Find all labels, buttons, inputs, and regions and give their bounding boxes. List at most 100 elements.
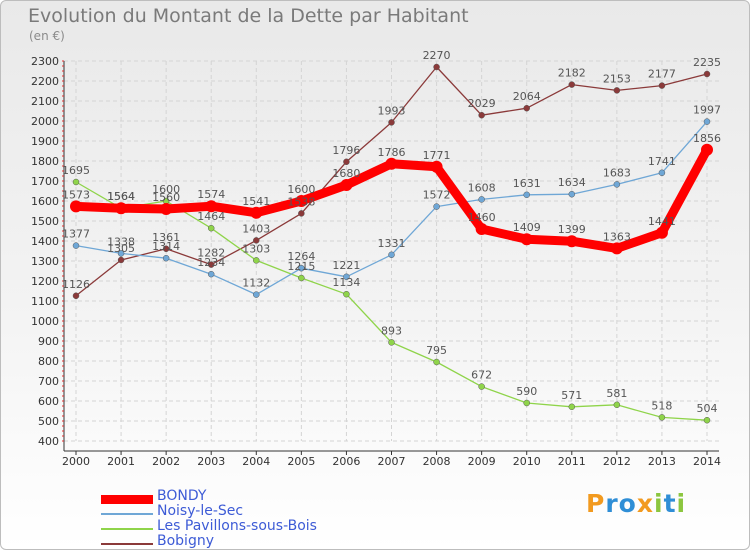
data-label-1: 1608 — [468, 181, 496, 194]
data-label-3: 1538 — [287, 195, 315, 208]
y-tick-label: 1500 — [31, 215, 59, 228]
data-label-3: 2029 — [468, 97, 496, 110]
y-tick-label: 700 — [38, 375, 59, 388]
x-tick-label: 2007 — [378, 455, 406, 468]
data-label-1: 1234 — [197, 256, 225, 269]
data-point-0 — [430, 160, 443, 173]
data-label-0: 1564 — [107, 190, 135, 203]
series-layer — [70, 63, 713, 424]
legend-swatch — [101, 513, 153, 515]
logo-letter: t — [663, 489, 677, 518]
data-point-2 — [298, 274, 305, 282]
data-point-2 — [433, 358, 440, 366]
chart-subtitle: (en €) — [29, 29, 65, 43]
y-tick-label: 800 — [38, 355, 59, 368]
x-tick-label: 2006 — [332, 455, 360, 468]
data-label-0: 1363 — [603, 230, 631, 243]
legend-swatch — [101, 543, 153, 545]
data-label-0: 1460 — [468, 211, 496, 224]
data-label-0: 1600 — [287, 183, 315, 196]
data-point-3 — [568, 81, 576, 88]
data-point-3 — [433, 63, 440, 71]
data-label-1: 1634 — [558, 176, 586, 189]
y-tick-label: 2100 — [31, 95, 59, 108]
chart-title: Evolution du Montant de la Dette par Hab… — [28, 5, 469, 27]
data-label-3: 1993 — [378, 104, 406, 117]
data-point-0 — [520, 233, 533, 246]
data-point-2 — [72, 178, 80, 186]
y-tick-label: 1400 — [31, 235, 59, 248]
logo-letter: P — [586, 489, 606, 518]
data-point-3 — [478, 111, 485, 119]
data-label-0: 1680 — [332, 167, 360, 180]
y-tick-label: 1000 — [31, 315, 59, 328]
data-label-2: 1564 — [107, 190, 135, 203]
x-tick-label: 2009 — [468, 455, 496, 468]
data-label-3: 2153 — [603, 72, 631, 85]
data-label-0: 1856 — [693, 132, 721, 145]
data-label-1: 1338 — [107, 235, 135, 248]
data-point-1 — [523, 191, 530, 199]
y-tick-label: 900 — [38, 335, 59, 348]
data-point-0 — [565, 235, 578, 248]
y-tick-label: 2300 — [31, 55, 59, 68]
data-point-2 — [568, 403, 576, 411]
y-tick-label: 1100 — [31, 295, 59, 308]
data-point-2 — [658, 414, 666, 421]
data-label-2: 893 — [381, 324, 402, 337]
y-tick-label: 1200 — [31, 275, 59, 288]
data-label-3: 2270 — [423, 49, 451, 62]
data-point-2 — [388, 339, 395, 346]
data-label-3: 2235 — [693, 56, 721, 69]
x-tick-label: 2008 — [423, 455, 451, 468]
x-tick-label: 2012 — [603, 455, 631, 468]
data-label-2: 581 — [606, 387, 627, 400]
data-point-1 — [253, 291, 260, 298]
data-label-0: 1560 — [152, 191, 180, 204]
data-point-3 — [703, 70, 711, 78]
data-point-3 — [162, 245, 170, 253]
data-point-2 — [523, 399, 530, 407]
data-label-1: 1741 — [648, 155, 676, 168]
x-tick-label: 2001 — [107, 455, 135, 468]
data-point-0 — [160, 203, 173, 215]
data-label-1: 1683 — [603, 166, 631, 179]
data-label-2: 504 — [697, 402, 718, 415]
data-point-3 — [343, 158, 350, 166]
y-tick-label: 1600 — [31, 195, 59, 208]
y-tick-label: 500 — [38, 415, 59, 428]
axes: 400 500 600 700 800 900 1000 1100 1200 1300 1400 15… — [31, 55, 721, 468]
data-label-0: 1573 — [62, 188, 90, 201]
data-label-1: 1314 — [152, 240, 180, 253]
legend-swatch — [101, 528, 153, 530]
data-point-1 — [207, 270, 215, 278]
data-label-2: 518 — [651, 399, 672, 412]
data-point-1 — [162, 254, 170, 262]
x-tick-label: 2010 — [513, 455, 541, 468]
x-tick-label: 2005 — [287, 455, 315, 468]
data-label-0: 1574 — [197, 188, 225, 201]
y-tick-label: 1800 — [31, 155, 59, 168]
y-tick-label: 1700 — [31, 175, 59, 188]
data-label-2: 590 — [516, 385, 537, 398]
data-label-3: 1282 — [197, 247, 225, 260]
y-tick-label: 400 — [38, 435, 59, 448]
legend-label: Noisy-le-Sec — [157, 503, 244, 519]
logo-letter: o — [618, 489, 637, 518]
data-point-1 — [343, 273, 350, 281]
x-tick-label: 2013 — [648, 455, 676, 468]
data-point-3 — [298, 210, 305, 217]
data-label-2: 1215 — [287, 260, 315, 273]
data-point-0 — [701, 143, 713, 156]
data-label-1: 1631 — [513, 177, 541, 190]
data-label-0: 1771 — [423, 149, 451, 162]
data-label-2: 1600 — [152, 183, 180, 196]
data-point-3 — [658, 82, 666, 89]
data-point-1 — [703, 118, 711, 125]
data-label-1: 1377 — [62, 228, 90, 241]
y-tick-label: 1900 — [31, 135, 59, 148]
data-label-0: 1541 — [242, 195, 270, 208]
data-labels: 1126 1305 1361 1282 1403 1538 1796 1993 2270 2029… — [62, 49, 721, 415]
data-point-2 — [343, 290, 350, 298]
